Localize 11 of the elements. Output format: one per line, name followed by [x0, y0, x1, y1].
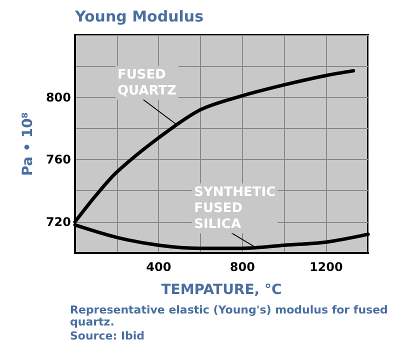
x-axis-title: TEMPATURE, °C — [161, 282, 282, 298]
x-tick-label: 400 — [146, 260, 172, 274]
y-tick-label: 760 — [46, 152, 71, 167]
chart-title: Young Modulus — [74, 8, 204, 26]
y-axis-title: Pa • 10⁸ — [20, 112, 36, 176]
source-note: Source: Ibid — [70, 330, 145, 342]
x-tick-label: 1200 — [309, 260, 343, 274]
text: Representative elastic (Young's) modulus for fused quartz. — [70, 304, 392, 328]
y-tick-label: 800 — [46, 90, 71, 104]
y-tick-label: 720 — [46, 214, 71, 229]
x-tick-label: 800 — [230, 260, 255, 274]
